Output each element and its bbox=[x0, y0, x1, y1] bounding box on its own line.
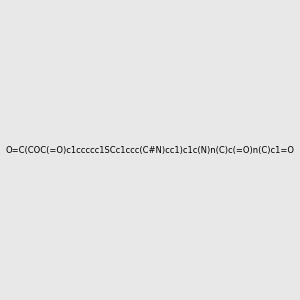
Text: O=C(COC(=O)c1ccccc1SCc1ccc(C#N)cc1)c1c(N)n(C)c(=O)n(C)c1=O: O=C(COC(=O)c1ccccc1SCc1ccc(C#N)cc1)c1c(N… bbox=[5, 146, 295, 154]
